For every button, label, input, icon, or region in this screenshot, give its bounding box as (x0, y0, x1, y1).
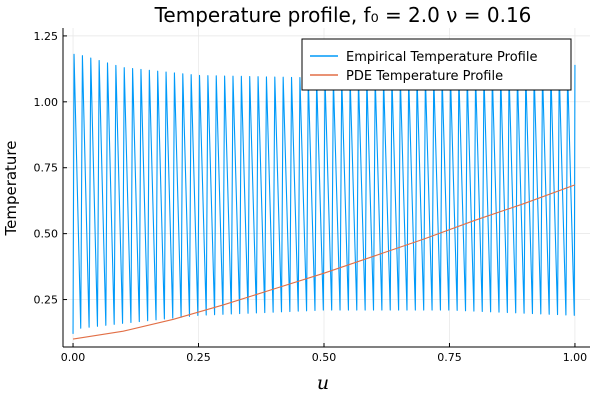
y-gridlines (63, 35, 590, 300)
empirical-temperature-line (72, 53, 576, 334)
y-tick-label: 0.50 (34, 228, 59, 241)
y-ticks: 0.25 0.50 0.75 1.00 1.25 (34, 30, 67, 307)
y-tick-label: 0.25 (34, 294, 59, 307)
legend-box (301, 38, 572, 91)
y-tick-label: 1.00 (34, 96, 59, 109)
pde-temperature-line (72, 184, 576, 340)
x-ticks: 0.00 0.25 0.50 0.75 1.00 (61, 343, 587, 364)
x-tick-label: 0.00 (61, 351, 86, 364)
x-axis-label: u (317, 372, 329, 394)
chart-title: Temperature profile, f₀ = 2.0 ν = 0.16 (154, 3, 532, 27)
x-tick-label: 0.75 (437, 351, 462, 364)
y-tick-label: 0.75 (34, 162, 59, 175)
x-tick-label: 1.00 (563, 351, 588, 364)
legend-label-empirical: Empirical Temperature Profile (346, 50, 537, 65)
legend-label-pde: PDE Temperature Profile (346, 69, 503, 84)
y-axis-label: Temperature (2, 140, 20, 236)
y-tick-label: 1.25 (34, 30, 59, 43)
x-tick-label: 0.25 (186, 351, 211, 364)
x-tick-label: 0.50 (312, 351, 337, 364)
legend: Empirical Temperature Profile PDE Temper… (301, 38, 572, 91)
series-layer (72, 53, 576, 340)
